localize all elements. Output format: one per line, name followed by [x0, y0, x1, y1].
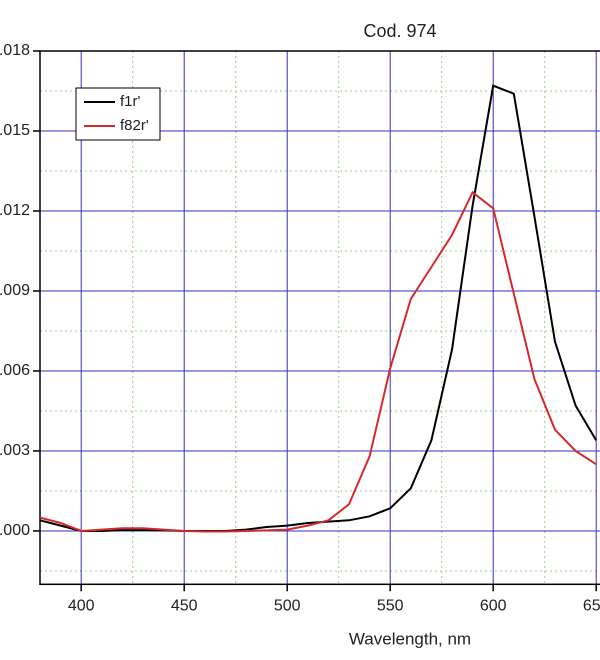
x-axis-label: Wavelength, nm — [349, 629, 471, 648]
legend-box — [75, 87, 161, 141]
y-tick-label: 0.000 — [0, 522, 30, 539]
y-tick-label: 0.015 — [0, 122, 30, 139]
x-tick-label: 550 — [377, 598, 404, 615]
y-tick-label: 0.003 — [0, 442, 30, 459]
y-tick-label: 0.006 — [0, 362, 30, 379]
chart-title: Cod. 974 — [363, 21, 436, 41]
x-tick-label: 650 — [583, 598, 600, 615]
x-tick-label: 400 — [68, 598, 95, 615]
x-tick-label: 450 — [171, 598, 198, 615]
y-tick-label: 0.009 — [0, 282, 30, 299]
y-tick-label: 0.018 — [0, 42, 30, 59]
legend-label: f82r' — [120, 117, 149, 134]
data-line — [39, 190, 597, 533]
legend-label: f1r' — [120, 93, 141, 110]
y-tick-label: 0.012 — [0, 202, 30, 219]
data-line — [39, 84, 598, 532]
x-tick-label: 600 — [480, 598, 507, 615]
x-tick-label: 500 — [274, 598, 301, 615]
plot-frame — [39, 50, 600, 586]
